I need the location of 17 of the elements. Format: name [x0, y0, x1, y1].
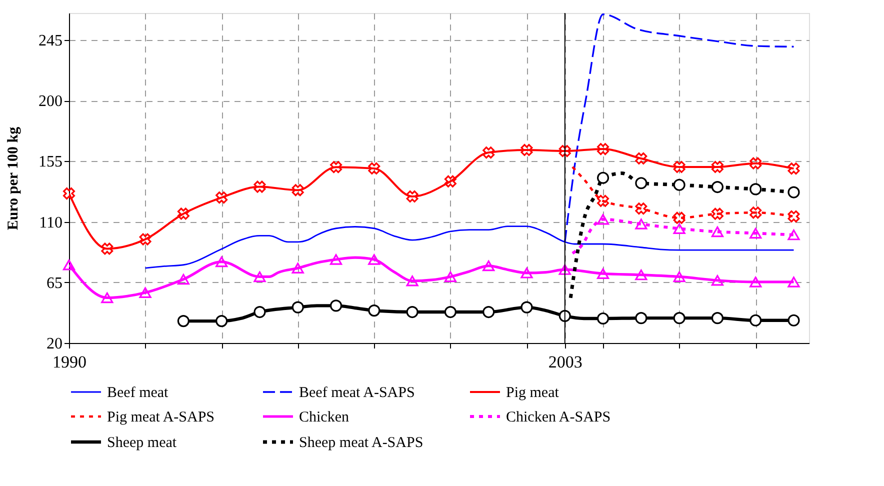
legend-label: Chicken — [299, 410, 350, 426]
x-tick-label: 1990 — [52, 352, 86, 372]
legend-label: Sheep meat A-SAPS — [299, 435, 424, 451]
x-tick-label: 2003 — [548, 352, 582, 372]
legend-label: Beef meat A-SAPS — [299, 385, 415, 401]
y-tick-label: 65 — [46, 274, 62, 292]
y-tick-label: 245 — [38, 32, 62, 50]
legend-label: Pig meat A-SAPS — [107, 410, 215, 426]
y-tick-label: 110 — [39, 214, 62, 232]
y-tick-label: 155 — [38, 154, 62, 171]
legend-label: Pig meat — [506, 385, 560, 401]
y-tick-label: 20 — [46, 336, 62, 352]
y-tick-label: 200 — [38, 93, 62, 110]
y-axis-title: Euro per 100 kg — [6, 126, 22, 230]
legend-label: Chicken A-SAPS — [506, 410, 611, 426]
legend-label: Sheep meat — [107, 435, 178, 451]
legend-label: Beef meat — [107, 385, 170, 401]
